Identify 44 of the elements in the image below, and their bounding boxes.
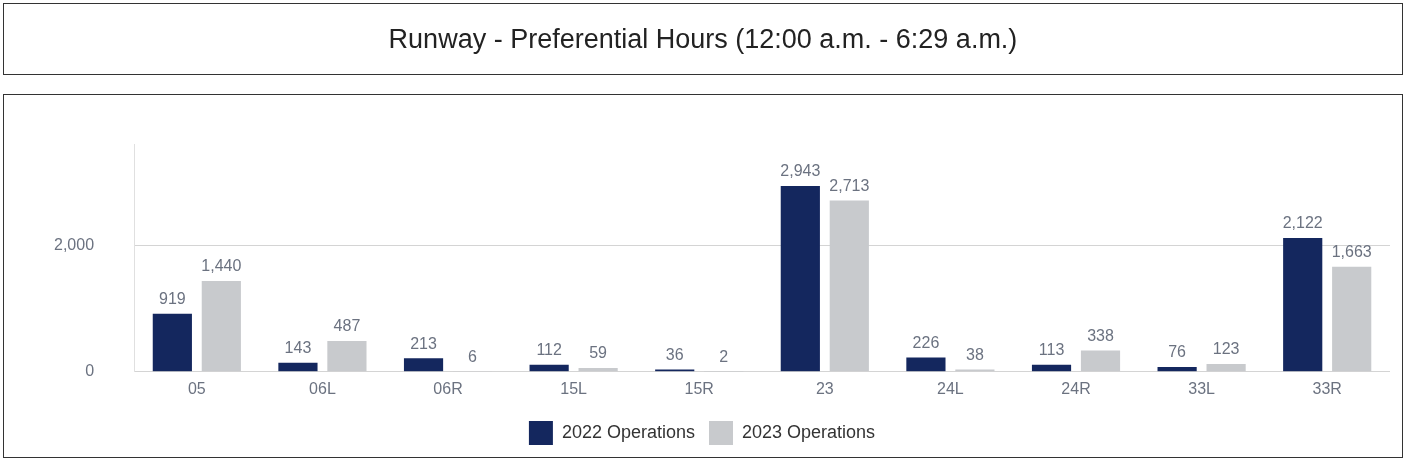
data-label: 76 [1168, 343, 1187, 361]
data-label: 36 [665, 345, 684, 363]
bar [152, 313, 192, 372]
chart-title: Runway - Preferential Hours (12:00 a.m. - 6:29 a.m.) [3, 3, 1403, 75]
y-tick-label: 0 [85, 362, 95, 380]
data-label: 226 [912, 333, 940, 351]
bar [1157, 367, 1197, 372]
data-label: 1,663 [1331, 243, 1372, 261]
bar [403, 358, 444, 372]
data-label: 2,713 [829, 176, 870, 194]
data-label: 2,943 [780, 162, 821, 180]
bar [780, 186, 820, 372]
data-label: 38 [966, 345, 984, 363]
bar [529, 364, 569, 372]
x-tick-label: 15L [560, 379, 588, 397]
x-tick-label: 33R [1312, 379, 1342, 397]
x-tick-label: 06R [433, 379, 463, 397]
data-label: 213 [410, 334, 437, 352]
data-label: 59 [589, 344, 608, 362]
data-label: 2 [719, 348, 729, 366]
x-tick-label: 06L [309, 379, 336, 397]
x-tick-label: 24R [1061, 379, 1091, 397]
data-label: 123 [1212, 340, 1240, 358]
data-label: 1,440 [201, 257, 242, 275]
legend-label: 2022 Operations [561, 421, 695, 442]
data-label: 487 [333, 317, 361, 335]
x-tick-label: 15R [684, 379, 714, 397]
x-tick-label: 23 [815, 379, 834, 397]
data-label: 919 [158, 290, 186, 308]
data-label: 6 [468, 347, 478, 365]
data-label: 2,122 [1282, 214, 1323, 232]
bar [1031, 364, 1072, 372]
bar [906, 357, 946, 372]
x-tick-label: 33L [1188, 379, 1216, 397]
bar [278, 362, 318, 372]
x-tick-label: 24L [937, 379, 964, 397]
bar [1283, 237, 1323, 372]
legend-label: 2023 Operations [742, 421, 876, 442]
data-label: 143 [284, 339, 312, 357]
data-label: 338 [1087, 326, 1114, 344]
data-label: 113 [1038, 341, 1065, 359]
x-tick-label: 05 [187, 379, 206, 397]
y-tick-label: 2,000 [53, 235, 95, 253]
data-label: 112 [536, 341, 562, 359]
